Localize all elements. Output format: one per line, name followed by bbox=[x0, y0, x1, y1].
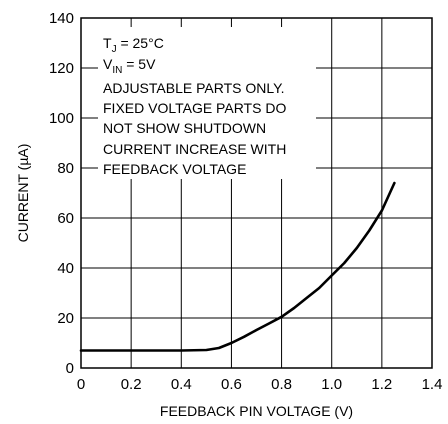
annotation-temperature-symbol: T bbox=[103, 35, 112, 51]
annotation-background bbox=[98, 27, 316, 179]
y-tick-label: 100 bbox=[49, 110, 74, 127]
y-tick-label: 80 bbox=[57, 160, 74, 177]
y-tick-labels: 0 20 40 60 80 100 120 140 bbox=[49, 10, 74, 377]
x-tick-label: 1.2 bbox=[371, 376, 392, 393]
x-tick-label: 0.2 bbox=[121, 376, 142, 393]
x-tick-labels: 0 0.2 0.4 0.6 0.8 1.0 1.2 1.4 bbox=[77, 376, 443, 393]
y-tick-label: 60 bbox=[57, 210, 74, 227]
x-tick-label: 0.8 bbox=[271, 376, 292, 393]
annotation-line: FIXED VOLTAGE PARTS DO bbox=[103, 100, 286, 116]
annotation-input-voltage: VIN = 5V bbox=[103, 56, 156, 76]
annotation-line: ADJUSTABLE PARTS ONLY. bbox=[103, 80, 285, 96]
annotation-line: NOT SHOW SHUTDOWN bbox=[103, 120, 266, 136]
annotation-temperature: TJ = 25°C bbox=[103, 35, 164, 55]
annotation-voltage-value: = 5V bbox=[122, 56, 156, 72]
annotation-voltage-subscript: IN bbox=[112, 65, 122, 76]
annotation: TJ = 25°C VIN = 5V ADJUSTABLE PARTS ONLY… bbox=[103, 35, 286, 177]
y-tick-label: 20 bbox=[57, 310, 74, 327]
y-tick-label: 0 bbox=[66, 360, 74, 377]
y-tick-label: 40 bbox=[57, 260, 74, 277]
annotation-line: FEEDBACK VOLTAGE bbox=[103, 161, 246, 177]
y-tick-label: 140 bbox=[49, 10, 74, 27]
y-axis-label: CURRENT (µA) bbox=[15, 144, 31, 243]
y-tick-label: 120 bbox=[49, 60, 74, 77]
plot-frame bbox=[80, 17, 433, 369]
x-tick-label: 0 bbox=[77, 376, 85, 393]
x-tick-label: 0.4 bbox=[171, 376, 192, 393]
series-line bbox=[79, 181, 396, 352]
x-axis-label: FEEDBACK PIN VOLTAGE (V) bbox=[160, 403, 353, 419]
series bbox=[79, 181, 396, 352]
x-tick-label: 0.6 bbox=[221, 376, 242, 393]
annotation-temperature-value: = 25°C bbox=[117, 35, 164, 51]
annotation-line: CURRENT INCREASE WITH bbox=[103, 141, 286, 157]
x-tick-label: 1.4 bbox=[422, 376, 443, 393]
annotation-voltage-symbol: V bbox=[103, 56, 113, 72]
annotation-temperature-subscript: J bbox=[112, 44, 117, 55]
x-tick-label: 1.0 bbox=[321, 376, 342, 393]
